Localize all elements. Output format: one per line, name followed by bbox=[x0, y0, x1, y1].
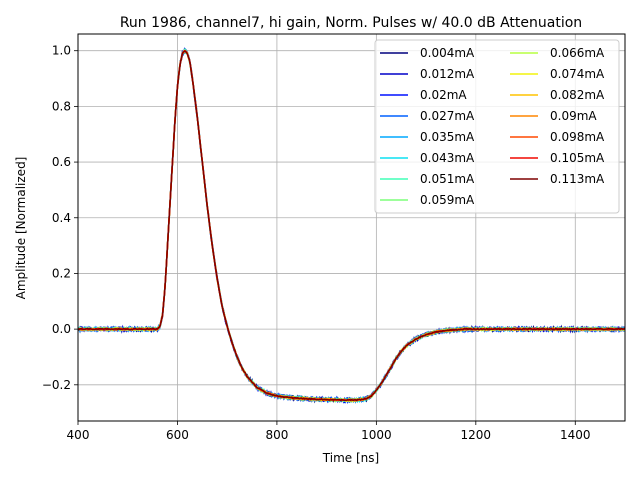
legend-label: 0.098mA bbox=[550, 130, 605, 144]
y-tick-label: −0.2 bbox=[42, 378, 71, 392]
legend-label: 0.004mA bbox=[420, 46, 475, 60]
legend: 0.004mA 0.012mA 0.02mA 0.027mA 0.035mA 0.043m… bbox=[374, 39, 620, 214]
x-tick-label: 800 bbox=[265, 428, 288, 442]
x-tick-label: 1000 bbox=[361, 428, 392, 442]
y-tick-label: 0.0 bbox=[52, 322, 71, 336]
x-tick-label: 600 bbox=[166, 428, 189, 442]
y-axis-label: Amplitude [Normalized] bbox=[14, 157, 28, 300]
legend-label: 0.105mA bbox=[550, 151, 605, 165]
y-tick-label: 0.6 bbox=[52, 155, 71, 169]
legend-box bbox=[374, 39, 620, 214]
plot-frame bbox=[77, 33, 626, 422]
legend-label: 0.02mA bbox=[420, 88, 467, 102]
series-layer bbox=[78, 46, 625, 404]
legend-label: 0.043mA bbox=[420, 151, 475, 165]
chart-title: Run 1986, channel7, hi gain, Norm. Pulse… bbox=[120, 15, 582, 31]
y-tick-label: 0.8 bbox=[52, 99, 71, 113]
legend-label: 0.066mA bbox=[550, 46, 605, 60]
legend-label: 0.082mA bbox=[550, 88, 605, 102]
legend-label: 0.035mA bbox=[420, 130, 475, 144]
y-tick-label: 0.4 bbox=[52, 211, 71, 225]
legend-label: 0.051mA bbox=[420, 172, 475, 186]
x-axis-label: Time [ns] bbox=[322, 451, 379, 465]
x-tick-label: 1400 bbox=[560, 428, 591, 442]
legend-label: 0.059mA bbox=[420, 193, 475, 207]
legend-label: 0.113mA bbox=[550, 172, 605, 186]
axis-ticks: 400 600 800 1000 1200 1400 −0.2 0.0 0.2 0.4 0.6 0.8… bbox=[42, 44, 591, 442]
series-line-0.113mA bbox=[78, 50, 625, 402]
x-tick-label: 400 bbox=[67, 428, 90, 442]
legend-label: 0.09mA bbox=[550, 109, 597, 123]
legend-label: 0.012mA bbox=[420, 67, 475, 81]
x-tick-label: 1200 bbox=[461, 428, 492, 442]
legend-label: 0.074mA bbox=[550, 67, 605, 81]
y-tick-label: 1.0 bbox=[52, 44, 71, 58]
y-tick-label: 0.2 bbox=[52, 266, 71, 280]
legend-label: 0.027mA bbox=[420, 109, 475, 123]
